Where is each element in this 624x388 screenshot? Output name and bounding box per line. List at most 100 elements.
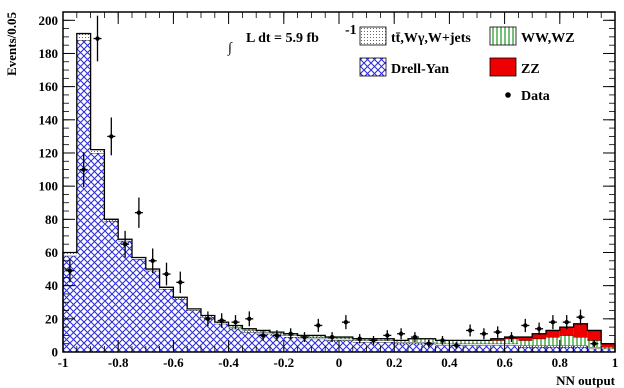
data-point-28 [467, 328, 473, 333]
data-point-29 [481, 331, 487, 336]
data-point-0 [67, 268, 73, 273]
bar-ttbar-2 [90, 149, 105, 153]
data-point-12 [247, 316, 252, 322]
bar-zz-39 [601, 343, 615, 348]
total-step-outline [62, 32, 616, 352]
bar-dy-11 [214, 323, 229, 352]
bar-ww-39 [601, 347, 615, 349]
data-point-15 [288, 331, 293, 336]
data-point-7 [164, 271, 169, 277]
data-point-33 [536, 326, 542, 331]
bar-dy-25 [408, 343, 422, 352]
data-point-24 [412, 334, 418, 340]
x-tick-label-6: 0.2 [386, 355, 402, 370]
x-axis-title: NN output [556, 373, 616, 388]
bar-dy-3 [104, 220, 119, 352]
legend-swatch-ww [489, 26, 517, 46]
legend-label-dy: Drell-Yan [391, 62, 449, 77]
bar-zz-38 [587, 330, 602, 341]
y-axis-title: Events/0.05 [4, 12, 19, 76]
bar-ww-29 [463, 340, 477, 344]
bar-dy-37 [573, 347, 588, 352]
bar-dy-29 [463, 345, 477, 352]
bar-dy-8 [173, 298, 188, 352]
bar-dy-5 [132, 259, 146, 352]
bar-dy-34 [532, 347, 546, 352]
bar-dy-39 [601, 348, 615, 352]
bar-dy-9 [187, 310, 201, 352]
x-tick-label-2: -0.6 [163, 355, 184, 370]
bar-ww-31 [490, 340, 505, 344]
data-point-2 [95, 36, 100, 41]
bar-zz-31 [490, 338, 505, 341]
bar-ttbar-38 [587, 347, 602, 349]
y-tick-label-4: 80 [45, 212, 58, 227]
bar-ttbar-31 [490, 343, 505, 346]
bar-dy-35 [546, 347, 560, 352]
bar-dy-7 [159, 288, 174, 352]
bar-dy-2 [90, 152, 105, 352]
bar-dy-18 [311, 338, 326, 352]
legend-label-ttbar: tt̄,Wγ,W+jets [391, 31, 471, 46]
bar-dy-30 [477, 345, 491, 352]
y-tick-label-2: 40 [45, 278, 58, 293]
bar-zz-35 [546, 330, 560, 338]
x-tick-label-3: -0.4 [218, 355, 239, 370]
x-tick-label-7: 0.4 [441, 355, 458, 370]
bar-dy-17 [297, 338, 312, 352]
bar-ttbar-25 [408, 342, 422, 344]
data-point-17 [316, 323, 321, 328]
legend-swatch-ttbar [359, 26, 387, 46]
data-point-27 [454, 343, 459, 348]
x-tick-label-0: -1 [58, 355, 69, 370]
bar-ttbar-3 [104, 219, 119, 221]
data-point-11 [233, 319, 238, 325]
bar-ww-24 [394, 340, 408, 343]
bar-zz-36 [559, 327, 574, 336]
data-point-19 [343, 319, 349, 325]
data-point-8 [178, 280, 183, 285]
bar-ww-20 [339, 337, 353, 339]
bar-dy-10 [201, 317, 215, 352]
bar-dy-15 [270, 335, 284, 352]
data-point-13 [260, 333, 266, 338]
data-point-34 [550, 319, 556, 325]
bar-ttbar-36 [559, 345, 574, 348]
bar-ttbar-32 [504, 343, 519, 346]
bar-dy-22 [366, 342, 381, 352]
bar-ttbar-29 [463, 343, 477, 346]
y-tick-label-1: 20 [45, 311, 58, 326]
data-point-14 [274, 333, 280, 338]
bar-dy-0 [63, 255, 77, 352]
bar-ttbar-24 [394, 342, 408, 344]
bar-dy-6 [145, 270, 160, 352]
bar-ww-36 [559, 335, 574, 346]
bar-dy-24 [394, 343, 408, 352]
y-tick-label-5: 100 [39, 179, 59, 194]
data-point-23 [398, 331, 404, 336]
x-tick-label-8: 0.6 [496, 355, 513, 370]
y-tick-label-10: 200 [39, 13, 59, 28]
data-point-37 [592, 341, 597, 346]
bar-ttbar-37 [573, 345, 588, 348]
data-point-9 [205, 316, 211, 322]
legend-marker-data [505, 92, 511, 98]
y-tick-label-3: 60 [45, 245, 58, 260]
luminosity-superscript: -1 [345, 23, 357, 38]
axes: -1 -0.8 -0.6 -0.4 -0.2 0 0.2 0.4 0.6 0.8 1 0 20 40 60 8… [4, 11, 618, 388]
y-tick-label-9: 180 [39, 46, 59, 61]
luminosity-label: L dt = 5.9 fb [246, 31, 319, 46]
data-point-16 [302, 334, 307, 340]
bar-ttbar-18 [311, 337, 326, 339]
y-tick-label-7: 140 [39, 112, 59, 127]
bar-ttbar-9 [187, 308, 201, 311]
histogram-outline [62, 32, 616, 352]
bar-dy-36 [559, 347, 574, 352]
data-point-35 [564, 319, 569, 325]
legend-label-data: Data [521, 89, 550, 104]
bar-ttbar-23 [380, 340, 395, 343]
bar-dy-38 [587, 348, 602, 352]
bar-dy-33 [518, 347, 533, 352]
bar-ww-35 [546, 337, 560, 346]
